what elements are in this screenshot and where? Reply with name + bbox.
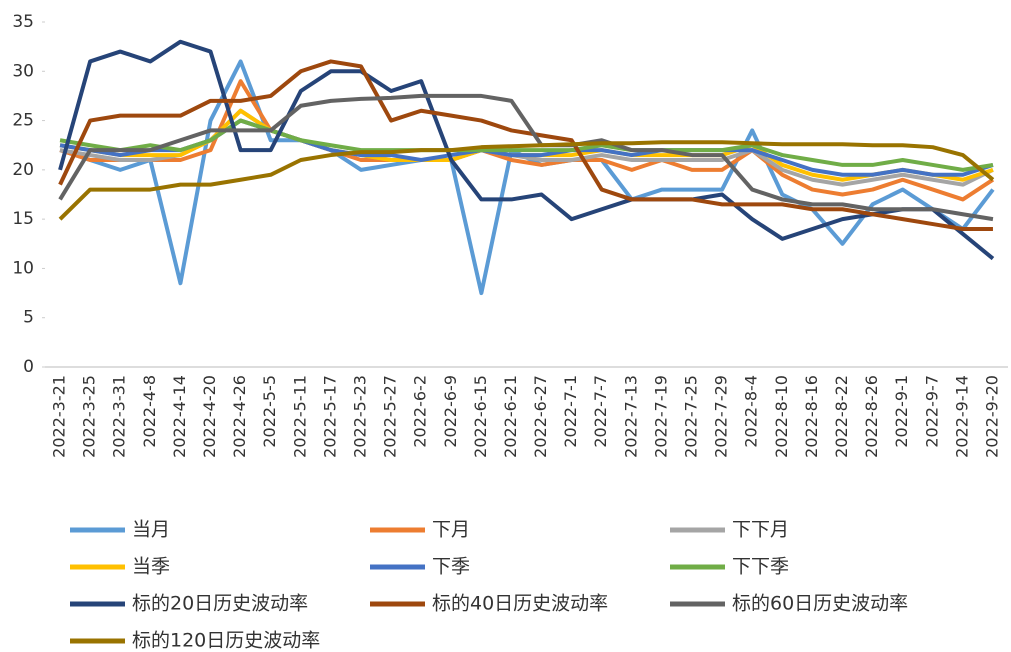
x-tick-label: 2022-7-19 [651,375,670,458]
x-tick-label: 2022-8-10 [772,375,791,458]
x-tick-label: 2022-8-4 [742,375,761,448]
x-tick-label: 2022-4-8 [140,375,159,448]
x-tick-label: 2022-9-1 [892,375,911,448]
x-tick-label: 2022-7-7 [591,375,610,448]
x-tick-label: 2022-6-9 [441,375,460,448]
x-tick-label: 2022-4-20 [200,375,219,458]
y-tick-label: 10 [12,258,34,278]
x-tick-label: 2022-6-21 [501,375,520,458]
x-tick-label: 2022-5-17 [320,375,339,458]
x-tick-label: 2022-6-27 [531,375,550,458]
x-tick-label: 2022-9-20 [982,375,1001,458]
x-tick-label: 2022-5-5 [260,375,279,448]
x-tick-label: 2022-6-15 [471,375,490,458]
legend-label: 标的60日历史波动率 [732,593,908,615]
x-tick-label: 2022-3-31 [110,375,129,458]
y-tick-label: 35 [12,12,34,32]
x-tick-label: 2022-7-25 [682,375,701,458]
legend-label: 标的40日历史波动率 [432,593,608,615]
x-tick-label: 2022-8-22 [832,375,851,458]
legend-label: 下季 [432,556,470,578]
x-tick-label: 2022-5-27 [381,375,400,458]
x-tick-label: 2022-8-16 [802,375,821,458]
legend-label: 当月 [132,519,170,541]
legend-label: 当季 [132,556,170,578]
legend-label: 标的120日历史波动率 [132,630,320,652]
line [58,93,994,222]
x-tick-label: 2022-5-23 [350,375,369,458]
y-tick-label: 0 [23,357,34,377]
x-tick-label: 2022-6-2 [411,375,430,448]
line [58,39,995,261]
x-tick-label: 2022-3-25 [80,375,99,458]
x-tick-label: 2022-3-21 [50,375,69,458]
y-tick-label: 5 [23,308,34,328]
legend-label: 标的20日历史波动率 [132,593,308,615]
legend-label: 下下月 [732,519,789,541]
legend-label: 下月 [432,519,470,541]
y-tick-label: 25 [12,111,34,131]
x-tick-label: 2022-7-29 [712,375,731,458]
x-tick-label: 2022-4-14 [170,375,189,458]
x-tick-label: 2022-9-14 [952,375,971,458]
y-tick-label: 15 [12,209,34,229]
x-tick-label: 2022-5-11 [290,375,309,458]
x-tick-label: 2022-7-1 [561,375,580,448]
line [58,140,995,221]
x-tick-label: 2022-8-26 [862,375,881,458]
x-tick-label: 2022-4-26 [230,375,249,458]
y-tick-label: 20 [12,160,34,180]
x-tick-label: 2022-7-13 [621,375,640,458]
y-tick-label: 30 [12,61,34,81]
line [58,59,993,231]
x-tick-label: 2022-9-7 [922,375,941,448]
line [59,118,994,172]
legend-label: 下下季 [732,556,789,578]
